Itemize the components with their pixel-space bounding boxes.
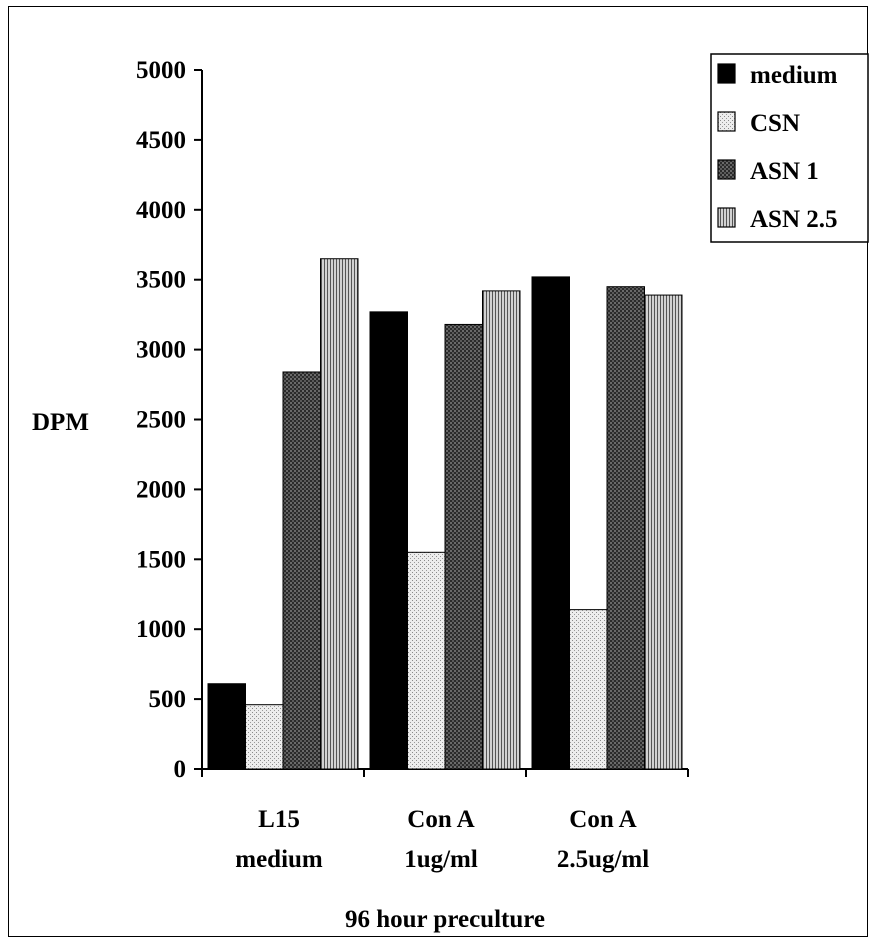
bar-asn-1 (606, 286, 645, 770)
y-tick-label: 3000 (136, 337, 186, 364)
legend-swatch (717, 63, 736, 84)
legend: medium CSN ASN 1 ASN 2.5 (710, 53, 869, 243)
legend-box (710, 53, 869, 243)
y-tick-label: 1500 (136, 546, 186, 573)
bar-medium (207, 683, 246, 770)
y-tick-label: 5000 (136, 57, 186, 84)
legend-label: ASN 2.5 (750, 206, 838, 233)
bar-csn (245, 704, 284, 770)
chart-frame (8, 6, 868, 937)
x-tick-label: medium (235, 846, 323, 873)
bar-medium (369, 311, 408, 770)
y-tick-label: 1000 (136, 616, 186, 643)
bar-asn-2-5 (482, 290, 521, 770)
y-axis: 0 500 1000 1500 2000 2500 3000 3500 4000 4500 5000 (136, 57, 203, 783)
x-axis: L15 medium Con A 1ug/ml Con A 2.5ug/ml (201, 768, 689, 873)
x-tick-label: Con A (407, 806, 474, 833)
x-tick-label: 2.5ug/ml (557, 846, 649, 873)
y-tick-label: 4500 (136, 127, 186, 154)
legend-swatch (717, 111, 736, 132)
x-tick-label: Con A (569, 806, 636, 833)
y-tick-label: 2500 (136, 407, 186, 434)
bar-asn-2-5 (644, 294, 683, 770)
legend-label: CSN (750, 110, 800, 137)
bar-asn-1 (282, 371, 321, 770)
y-tick-label: 4000 (136, 197, 186, 224)
y-tick-label: 500 (149, 686, 187, 713)
bar-csn (407, 551, 446, 770)
legend-swatch (717, 159, 736, 180)
bar-medium (531, 276, 570, 770)
legend-swatch (717, 207, 736, 228)
y-tick-label: 3500 (136, 267, 186, 294)
y-axis-label: DPM (32, 409, 89, 436)
x-tick-label: 1ug/ml (404, 846, 478, 873)
x-tick-label: L15 (258, 806, 300, 833)
y-tick-label: 2000 (136, 476, 186, 503)
legend-label: ASN 1 (750, 158, 819, 185)
x-axis-label: 96 hour preculture (345, 906, 545, 933)
bar-csn (569, 609, 608, 770)
y-tick-label: 0 (174, 756, 187, 783)
bar-asn-1 (444, 323, 483, 770)
bar-asn-2-5 (320, 258, 359, 770)
legend-label: medium (750, 62, 838, 89)
bars-group (207, 258, 683, 770)
